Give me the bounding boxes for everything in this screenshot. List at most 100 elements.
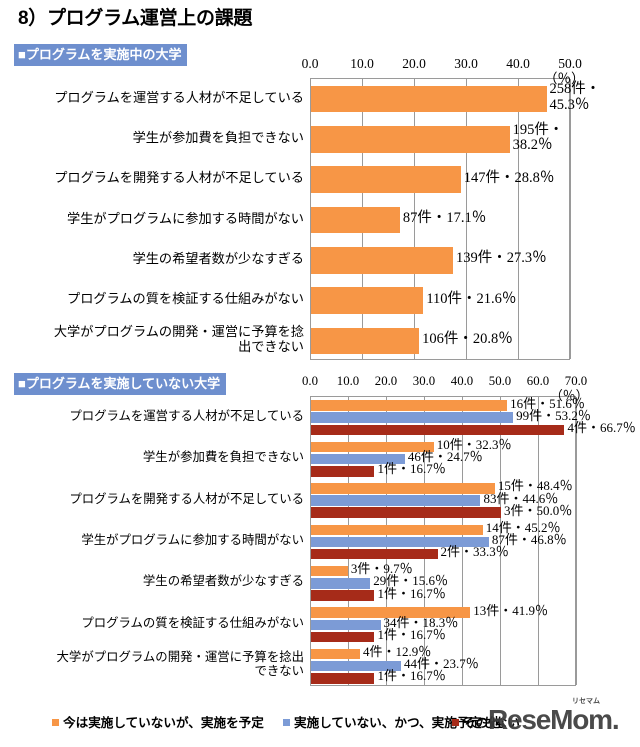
bar (311, 495, 481, 506)
x-tick-label: 40.0 (450, 374, 474, 388)
category-label: 大学がプログラムの開発・運営に予算を捻 出できない (53, 324, 304, 354)
bar (311, 631, 375, 643)
data-label: 147件・28.8％ (463, 169, 555, 186)
data-label: 195件・ 38.2％ (512, 121, 564, 154)
data-label: 13件・41.9％ (473, 602, 548, 618)
gridline (500, 397, 501, 685)
bar (311, 507, 501, 518)
data-label: 99件・53.2％ (516, 407, 591, 423)
category-label: 学生が参加費を負担できない (142, 450, 304, 465)
gridline (466, 79, 467, 359)
legend-swatch-icon-other (452, 719, 459, 726)
legend-label-planned: 今は実施していないが、実施を予定 (63, 716, 264, 730)
bar (311, 566, 348, 577)
bar (311, 661, 402, 672)
section-banner-implementing: ■プログラムを実施中の大学 (14, 44, 188, 66)
category-label: 学生の希望者数が少なすぎる (132, 250, 304, 266)
data-label: 34件・18.3％ (383, 614, 459, 630)
data-label: 1件・16.7％ (377, 626, 446, 642)
data-label: 1件・16.7％ (377, 461, 446, 477)
bar (311, 166, 461, 193)
bar (311, 206, 400, 234)
data-label: 87件・46.8％ (491, 531, 567, 547)
bar (311, 536, 489, 548)
x-tick-label: 10.0 (350, 56, 374, 71)
bar (311, 578, 371, 589)
data-label: 1件・16.7％ (377, 585, 446, 601)
data-label: 46件・24.7％ (407, 449, 483, 465)
x-tick-label: 30.0 (412, 374, 436, 388)
category-label: 大学がプログラムの開発・運営に予算を捻出 できない (56, 650, 304, 679)
category-label: プログラムの質を検証する仕組みがない (67, 291, 304, 307)
data-label: 29件・15.6％ (373, 573, 449, 589)
x-tick-label: 0.0 (301, 56, 319, 71)
x-tick-label: 20.0 (374, 374, 398, 388)
data-label: 1件・16.7％ (377, 668, 446, 684)
chart1-plot-area (310, 78, 571, 360)
legend-swatch-icon-planned (52, 719, 59, 726)
gridline (518, 79, 519, 359)
data-label: 4件・66.7％ (567, 419, 636, 435)
x-tick-label: 70.0 (564, 374, 588, 388)
bar (311, 548, 438, 560)
x-tick-label: 0.0 (302, 374, 318, 388)
axis-unit-label: （％） (550, 389, 589, 403)
data-label: 87件・17.1％ (402, 210, 487, 227)
data-label: 3件・9.7％ (350, 561, 413, 577)
legend-label-other: その他 (463, 716, 501, 730)
bar (311, 607, 471, 618)
category-label: 学生が参加費を負担できない (132, 130, 304, 146)
data-label: 139件・27.3％ (455, 250, 547, 267)
category-label: プログラムを運営する人材が不足している (69, 408, 304, 423)
bar (311, 483, 495, 494)
gridline (570, 79, 571, 359)
chart2-legend: 今は実施していないが、実施を予定 実施していない、かつ、実施予定もない その他 (0, 709, 640, 737)
category-label: プログラムを運営する人材が不足している (54, 89, 304, 105)
chart-implementing-universities: 0.0 10.0 20.0 30.0 40.0 50.0 （％） プログラムを運営する人材が不… (0, 52, 640, 367)
category-label: 学生がプログラムに参加する時間がない (81, 533, 304, 548)
bar (311, 126, 510, 153)
category-label: プログラムの質を検証する仕組みがない (81, 615, 304, 630)
category-label: 学生がプログラムに参加する時間がない (67, 210, 304, 226)
gridline (414, 79, 415, 359)
data-label: 44件・23.7％ (404, 656, 479, 672)
data-label: 83件・44.6％ (483, 490, 559, 506)
bar (311, 412, 514, 423)
data-label: 15件・48.4％ (497, 478, 573, 494)
data-label: 10件・32.3％ (436, 436, 512, 452)
data-label: 16件・51.6％ (510, 395, 585, 411)
axis-unit-label: （％） (544, 71, 585, 86)
data-label: 3件・50.0％ (504, 502, 573, 518)
bar (311, 424, 565, 436)
x-tick-label: 50.0 (558, 56, 582, 71)
gridline (576, 397, 577, 685)
bar (311, 590, 375, 601)
legend-item-planned: 今は実施していないが、実施を予定 (52, 712, 264, 731)
bar (311, 246, 453, 274)
data-label: 14件・45.2％ (485, 519, 561, 535)
x-tick-label: 20.0 (402, 56, 426, 71)
chart-not-implementing-universities: 0.0 10.0 20.0 30.0 40.0 50.0 60.0 70.0 （％） プログラムを… (0, 370, 640, 715)
x-tick-label: 60.0 (526, 374, 550, 388)
bar (311, 441, 434, 453)
bar (311, 287, 424, 314)
legend-swatch-icon-no-plan (283, 719, 290, 726)
category-label: 学生の希望者数が少なすぎる (142, 574, 304, 589)
bar (311, 524, 483, 536)
bar (311, 619, 381, 631)
data-label: 4件・12.9％ (363, 644, 432, 660)
bar (311, 85, 547, 113)
data-label: 2件・33.3％ (440, 544, 509, 560)
legend-item-no-plan: 実施していない、かつ、実施予定もない (283, 712, 520, 731)
data-label: 106件・20.8％ (422, 331, 513, 348)
legend-label-no-plan: 実施していない、かつ、実施予定もない (294, 716, 520, 730)
bar (311, 327, 420, 355)
chart2-plot-area (310, 396, 577, 686)
bar (311, 400, 508, 411)
x-tick-label: 40.0 (506, 56, 530, 71)
section-banner-not-implementing: ■プログラムを実施していない大学 (14, 373, 227, 395)
x-tick-label: 10.0 (336, 374, 360, 388)
bar (311, 673, 375, 684)
data-label: 258件・ 45.3％ (549, 81, 601, 114)
bar (311, 453, 405, 465)
